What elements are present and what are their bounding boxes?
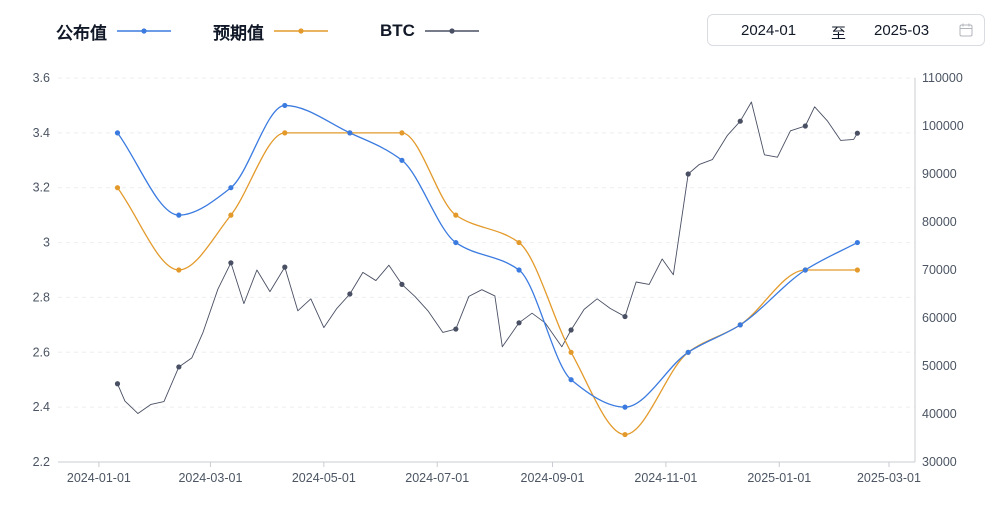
series-line-btc	[117, 101, 858, 414]
legend-swatch-btc	[424, 28, 479, 34]
legend-swatch-published	[117, 28, 171, 34]
y-left-tick-label: 2.6	[33, 345, 50, 359]
y-left-tick-label: 2.4	[33, 400, 50, 414]
y-left-tick-label: 3.6	[33, 71, 50, 85]
y-right-tick-label: 70000	[922, 263, 957, 277]
data-point-published	[347, 130, 353, 136]
data-point-published	[399, 157, 405, 163]
data-point-expected	[114, 185, 121, 191]
date-range-separator: 至	[831, 25, 847, 42]
data-point-published	[176, 212, 182, 218]
data-point-btc	[685, 171, 691, 177]
data-point-btc	[622, 313, 628, 320]
calendar-icon[interactable]	[959, 23, 973, 37]
series-line-published	[116, 104, 858, 408]
data-point-btc	[347, 291, 353, 297]
data-point-published	[854, 239, 860, 246]
y-right-tick-label: 50000	[922, 359, 957, 373]
data-point-published	[568, 377, 574, 383]
x-tick-label: 2024-07-01	[405, 471, 469, 485]
legend-item-expected[interactable]: 预期值	[213, 19, 328, 44]
x-tick-label: 2024-03-01	[178, 471, 242, 485]
legend-swatch-expected	[274, 28, 328, 34]
x-tick-label: 2024-05-01	[292, 471, 356, 485]
data-point-published	[453, 239, 459, 246]
y-right-tick-label: 40000	[922, 407, 957, 421]
chart-legend: 公布值 预期值 BTC	[56, 14, 517, 48]
y-right-tick-label: 100000	[922, 119, 964, 133]
date-range-start[interactable]: 2024-01	[741, 22, 797, 39]
y-right-tick-label: 60000	[922, 311, 957, 325]
legend-label-published: 公布值	[56, 23, 107, 43]
y-left-tick-label: 2.8	[33, 290, 50, 304]
data-point-published	[685, 349, 691, 355]
legend-item-published[interactable]: 公布值	[56, 19, 171, 44]
data-point-published	[516, 267, 522, 273]
date-range-picker[interactable]: 2024-01 至 2025-03	[707, 14, 985, 46]
data-point-btc	[453, 326, 459, 332]
data-point-btc	[854, 130, 860, 136]
data-point-expected	[516, 239, 522, 246]
data-point-btc	[176, 364, 182, 370]
data-point-btc	[737, 118, 743, 124]
legend-label-expected: 预期值	[213, 23, 264, 43]
y-right-tick-label: 80000	[922, 215, 957, 229]
data-point-expected	[854, 267, 860, 273]
y-left-tick-label: 2.2	[33, 455, 50, 469]
data-point-btc	[282, 264, 288, 270]
data-point-btc	[228, 260, 234, 266]
legend-item-btc[interactable]: BTC	[380, 21, 479, 41]
y-left-tick-label: 3	[43, 236, 50, 250]
data-point-published	[282, 102, 288, 109]
data-point-published	[737, 322, 743, 328]
y-left-tick-label: 3.4	[33, 126, 50, 140]
data-point-expected	[228, 212, 234, 218]
data-point-expected	[399, 130, 405, 136]
data-point-expected	[568, 349, 574, 355]
series-line-expected	[116, 132, 858, 436]
y-right-tick-label: 110000	[922, 71, 963, 85]
date-range-end[interactable]: 2025-03	[874, 22, 930, 39]
data-point-btc	[399, 281, 405, 287]
data-point-published	[114, 130, 121, 136]
x-tick-label: 2024-09-01	[521, 471, 585, 485]
y-left-tick-label: 3.2	[33, 181, 50, 195]
data-point-btc	[802, 123, 808, 129]
x-tick-label: 2024-11-01	[634, 471, 697, 485]
y-right-tick-label: 90000	[922, 167, 957, 181]
data-point-expected	[622, 431, 628, 438]
data-point-expected	[453, 212, 459, 218]
data-point-btc	[114, 381, 121, 387]
legend-label-btc: BTC	[380, 21, 415, 40]
data-point-expected	[282, 130, 288, 136]
x-tick-label: 2024-01-01	[67, 471, 131, 485]
data-point-published	[228, 185, 234, 191]
data-point-btc	[568, 327, 574, 333]
data-point-expected	[176, 267, 182, 273]
y-right-tick-label: 30000	[922, 455, 957, 469]
data-point-btc	[516, 320, 522, 326]
x-tick-label: 2025-01-01	[747, 471, 811, 485]
data-point-published	[802, 267, 808, 273]
x-tick-label: 2025-03-01	[857, 471, 921, 485]
data-point-published	[622, 404, 628, 410]
